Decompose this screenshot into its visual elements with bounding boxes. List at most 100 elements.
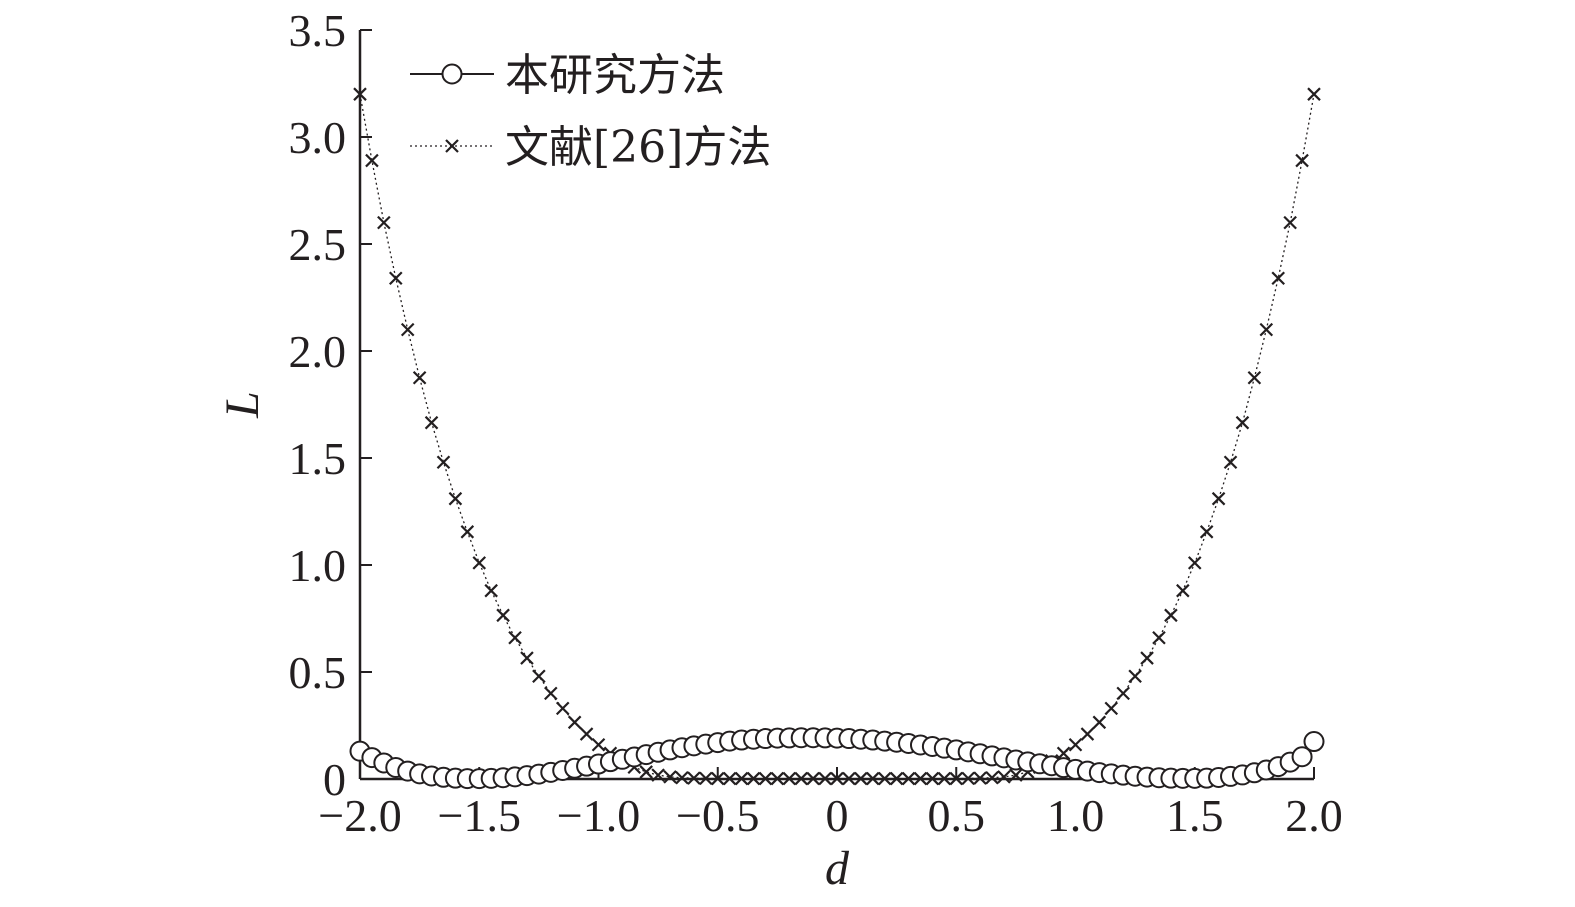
x-marker-stroke bbox=[353, 87, 367, 101]
data-point bbox=[985, 770, 999, 785]
data-point bbox=[1092, 715, 1107, 730]
x-marker-stroke bbox=[1283, 215, 1297, 230]
data-point bbox=[818, 771, 832, 786]
x-marker-stroke bbox=[1223, 455, 1238, 470]
x-marker-stroke bbox=[1128, 669, 1142, 684]
x-tick-label: 2.0 bbox=[1285, 790, 1343, 841]
data-point bbox=[1068, 737, 1083, 752]
x-marker-stroke bbox=[424, 415, 439, 430]
x-tick-label: 1.5 bbox=[1166, 790, 1224, 841]
y-tick-label: 3.5 bbox=[289, 5, 347, 56]
x-marker-stroke bbox=[365, 153, 379, 168]
x-marker-stroke bbox=[1092, 715, 1107, 730]
series-2 bbox=[353, 87, 1321, 786]
x-marker-stroke bbox=[591, 737, 606, 752]
data-point bbox=[448, 491, 463, 506]
data-point bbox=[913, 771, 928, 786]
x-marker-stroke bbox=[722, 771, 737, 786]
x-marker-stroke bbox=[1199, 525, 1214, 539]
legend-marker bbox=[441, 63, 463, 85]
x-marker-stroke bbox=[854, 771, 868, 786]
legend-label: 文献[26]方法 bbox=[505, 122, 771, 173]
x-marker-stroke bbox=[1271, 271, 1286, 286]
data-point bbox=[400, 322, 415, 337]
x-tick-label: −1.5 bbox=[438, 790, 521, 841]
y-axis-label: L bbox=[216, 391, 269, 419]
data-point bbox=[1303, 731, 1325, 753]
data-point bbox=[806, 771, 820, 786]
data-point bbox=[365, 153, 379, 168]
legend-entry-2: 文献[26]方法 bbox=[410, 122, 771, 173]
data-point bbox=[1152, 630, 1166, 645]
x-tick-label: 0 bbox=[826, 790, 849, 841]
legend-entry-1: 本研究方法 bbox=[410, 50, 725, 101]
x-marker-stroke bbox=[460, 525, 475, 539]
data-point bbox=[544, 686, 558, 701]
x-marker-stroke bbox=[710, 771, 725, 786]
y-tick-label: 2.0 bbox=[289, 326, 347, 377]
data-point bbox=[734, 771, 749, 786]
x-tick-label: −0.5 bbox=[676, 790, 759, 841]
x-tick-label: 1.0 bbox=[1047, 790, 1105, 841]
data-point bbox=[567, 715, 582, 730]
x-marker-stroke bbox=[758, 771, 773, 786]
x-marker-stroke bbox=[1080, 727, 1095, 741]
data-point bbox=[675, 770, 689, 785]
x-marker-stroke bbox=[830, 771, 844, 786]
data-point bbox=[961, 771, 975, 786]
x-marker-stroke bbox=[985, 770, 999, 785]
x-marker-stroke bbox=[925, 771, 940, 786]
data-point bbox=[460, 525, 475, 539]
data-point bbox=[591, 737, 606, 752]
data-point bbox=[854, 771, 868, 786]
data-point bbox=[770, 771, 785, 786]
data-point bbox=[699, 771, 713, 786]
x-marker-stroke bbox=[544, 686, 558, 701]
x-marker-stroke bbox=[865, 771, 880, 786]
x-marker-stroke bbox=[555, 701, 570, 716]
data-point bbox=[555, 701, 570, 716]
data-point bbox=[758, 771, 773, 786]
x-marker-stroke bbox=[1056, 746, 1071, 761]
x-marker-stroke bbox=[687, 771, 701, 785]
x-marker-stroke bbox=[818, 771, 832, 786]
x-marker-stroke bbox=[445, 139, 459, 153]
data-point bbox=[937, 771, 952, 786]
x-tick-label: −1.0 bbox=[557, 790, 640, 841]
data-point bbox=[472, 556, 487, 570]
data-point bbox=[639, 765, 653, 779]
x-marker-stroke bbox=[472, 556, 487, 570]
data-point bbox=[1223, 455, 1238, 470]
y-tick-label: 0.5 bbox=[289, 647, 347, 698]
x-marker-stroke bbox=[1187, 556, 1202, 570]
x-marker-stroke bbox=[579, 727, 594, 741]
series-layer bbox=[349, 87, 1325, 790]
data-point bbox=[710, 771, 725, 786]
data-point bbox=[1187, 556, 1202, 570]
x-marker-stroke bbox=[496, 608, 510, 623]
x-tick-label: −2.0 bbox=[318, 790, 401, 841]
data-point bbox=[782, 771, 797, 786]
x-marker-stroke bbox=[663, 770, 677, 784]
data-point bbox=[722, 771, 737, 786]
data-point bbox=[1164, 608, 1178, 623]
data-point bbox=[1211, 491, 1226, 506]
data-point bbox=[997, 770, 1011, 784]
x-marker-stroke bbox=[770, 771, 785, 786]
x-marker-stroke bbox=[520, 651, 534, 665]
x-marker-stroke bbox=[1247, 370, 1262, 385]
data-point bbox=[651, 768, 665, 782]
x-marker-stroke bbox=[794, 771, 809, 786]
data-point bbox=[746, 771, 761, 786]
data-point bbox=[484, 583, 498, 598]
data-point bbox=[1295, 153, 1309, 168]
x-marker-stroke bbox=[961, 771, 975, 786]
data-point bbox=[1056, 746, 1071, 761]
data-point bbox=[496, 608, 510, 623]
x-marker-stroke bbox=[436, 455, 451, 470]
data-point bbox=[1235, 415, 1250, 430]
data-point bbox=[889, 771, 904, 786]
x-marker-stroke bbox=[806, 771, 820, 786]
